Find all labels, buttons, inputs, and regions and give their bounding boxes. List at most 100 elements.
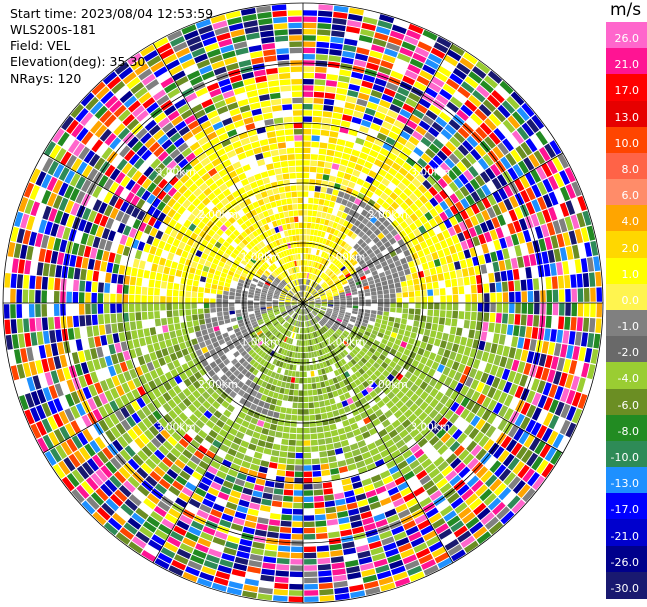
velocity-gate [201,329,208,336]
velocity-gate [352,305,359,309]
velocity-gate [227,468,239,478]
velocity-gate [139,433,150,445]
velocity-gate [332,574,347,582]
velocity-gate [272,443,281,451]
velocity-gate [149,470,162,482]
velocity-gate [382,285,389,290]
velocity-gate [374,278,381,284]
velocity-gate [434,354,443,364]
velocity-gate [287,317,292,323]
velocity-gate [428,541,444,553]
velocity-gate [380,449,391,458]
velocity-gate [10,319,18,334]
velocity-gate [347,89,359,98]
velocity-gate [409,571,425,582]
velocity-gate [307,294,312,299]
velocity-gate [590,348,599,364]
velocity-gate [318,336,323,343]
velocity-gate [288,596,303,603]
velocity-gate [155,433,166,444]
velocity-gate [186,444,197,454]
velocity-gate [221,552,236,562]
velocity-gate [518,431,530,445]
velocity-gate [309,273,313,280]
velocity-gate [153,342,161,351]
velocity-gate [373,558,388,568]
velocity-gate [198,460,210,470]
velocity-gate [131,400,141,412]
velocity-gate [280,327,285,333]
velocity-gate [322,326,328,332]
velocity-gate [493,482,507,496]
velocity-gate [270,455,279,463]
velocity-gate [383,542,397,552]
velocity-gate [213,410,223,419]
velocity-gate [135,507,149,520]
velocity-gate [262,492,273,500]
velocity-gate [492,190,503,203]
velocity-gate [255,478,266,486]
velocity-gate [317,23,332,30]
velocity-gate [110,457,122,470]
velocity-gate [439,394,449,405]
velocity-gate [468,266,475,276]
velocity-gate [181,348,189,357]
velocity-gate [442,173,453,185]
velocity-gate [397,86,410,97]
velocity-gate [308,273,311,279]
velocity-gate [103,293,110,303]
velocity-gate [478,254,486,265]
velocity-gate [283,495,293,502]
velocity-gate [309,300,315,302]
velocity-gate [480,470,493,483]
velocity-gate [312,291,317,296]
velocity-gate [428,352,437,361]
velocity-gate [307,204,313,210]
velocity-gate [455,269,463,278]
velocity-gate [346,297,352,301]
velocity-gate [323,98,335,106]
velocity-gate [328,337,334,343]
velocity-gate [276,564,290,571]
velocity-gate [485,167,496,180]
velocity-gate [174,442,186,453]
velocity-gate [206,396,216,405]
velocity-gate [436,150,448,161]
velocity-gate [245,428,254,437]
velocity-gate [157,552,173,564]
velocity-gate [320,335,325,342]
velocity-gate [301,334,303,340]
velocity-gate [316,382,321,389]
velocity-gate [507,495,521,510]
velocity-gate [589,318,596,333]
velocity-gate [371,329,378,336]
velocity-gate [417,184,428,194]
velocity-gate [286,330,291,337]
velocity-gate [431,251,439,260]
velocity-gate [570,317,577,331]
velocity-gate [179,470,191,481]
velocity-gate [548,175,559,191]
velocity-gate [542,178,553,193]
velocity-gate [238,357,246,365]
velocity-gate [430,47,446,59]
velocity-gate [542,209,552,223]
velocity-gate [338,289,345,294]
velocity-gate [378,224,386,232]
velocity-gate [362,402,371,411]
velocity-gate [260,394,268,402]
velocity-gate [402,162,412,172]
velocity-gate [386,245,394,253]
velocity-gate [157,333,165,342]
velocity-gate [470,113,483,126]
velocity-gate [525,419,537,433]
velocity-gate [36,262,44,276]
velocity-gate [295,446,303,453]
velocity-gate [253,484,265,492]
velocity-gate [470,311,477,321]
velocity-gate [307,306,312,311]
velocity-gate [397,414,407,424]
velocity-gate [28,304,35,318]
velocity-gate [483,75,499,89]
velocity-gate [114,253,122,265]
